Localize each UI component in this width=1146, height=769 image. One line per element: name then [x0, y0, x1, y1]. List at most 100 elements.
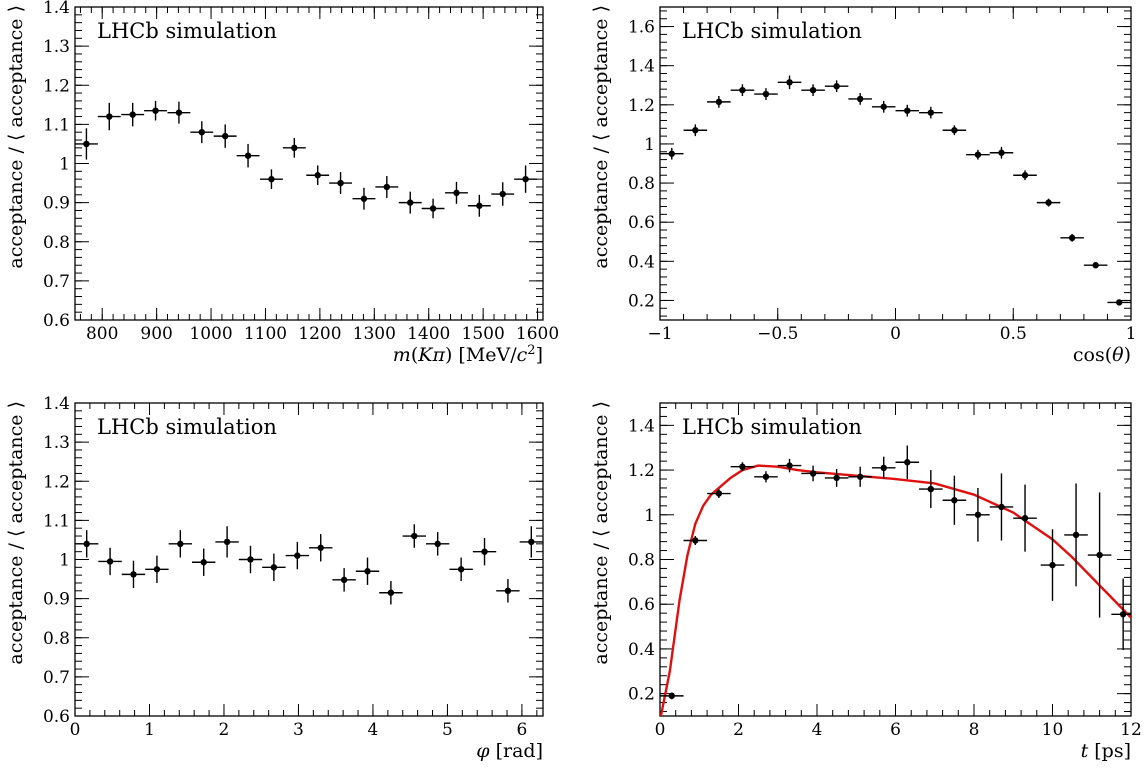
data-point — [683, 124, 708, 137]
y-tick-label: 1.2 — [43, 76, 70, 96]
x-tick-label: 3 — [293, 720, 304, 740]
data-marker — [1116, 299, 1123, 306]
plot-frame — [74, 402, 544, 717]
data-marker — [83, 140, 90, 148]
y-tick-label: 0.6 — [43, 311, 70, 331]
data-marker — [809, 86, 817, 94]
data-point — [707, 489, 731, 499]
data-point — [375, 176, 399, 198]
data-marker — [314, 172, 321, 179]
x-tick-label: 2 — [733, 720, 744, 740]
data-marker — [762, 90, 770, 98]
data-point — [848, 466, 872, 487]
data-marker — [739, 463, 746, 470]
data-marker — [481, 548, 488, 555]
data-point — [491, 182, 515, 206]
data-marker — [974, 151, 982, 158]
x-tick-label: 12 — [1120, 720, 1142, 740]
data-point — [75, 128, 98, 160]
data-marker — [904, 459, 911, 466]
data-marker — [291, 144, 298, 152]
y-tick-label: 0.9 — [43, 194, 70, 214]
data-marker — [270, 564, 278, 571]
data-marker — [200, 559, 207, 566]
data-point — [402, 524, 426, 548]
x-axis-title-part: θ — [1112, 344, 1124, 366]
x-axis-title: t [ps] — [1081, 740, 1131, 762]
x-axis-title-part: ( — [411, 344, 418, 366]
data-point — [989, 146, 1014, 159]
data-marker — [528, 538, 535, 546]
y-tick-label: 1 — [644, 506, 655, 526]
data-marker — [833, 83, 840, 90]
x-tick-label: −1 — [647, 324, 672, 344]
data-point — [777, 458, 802, 473]
data-marker — [522, 175, 529, 183]
data-marker — [833, 474, 840, 482]
x-tick-label: 6 — [517, 720, 528, 740]
y-tick-label: 0.4 — [628, 252, 655, 272]
data-point — [144, 100, 167, 121]
data-point — [966, 487, 990, 542]
y-tick-label: 0.8 — [628, 551, 655, 571]
data-point — [306, 165, 330, 186]
data-point — [1013, 170, 1037, 181]
data-marker — [739, 86, 746, 94]
data-point — [236, 143, 260, 168]
data-point — [824, 80, 849, 93]
x-tick-label: 1600 — [516, 324, 559, 344]
data-marker — [268, 175, 275, 183]
data-point — [1087, 492, 1112, 618]
x-tick-label: 0 — [890, 324, 901, 344]
x-tick-label: 4 — [368, 720, 379, 740]
data-point — [379, 581, 403, 605]
y-tick-label: 1 — [644, 135, 655, 155]
y-tick-label: 0.6 — [43, 707, 70, 727]
x-axis-title: m(Kπ) [MeV/c2] — [393, 343, 543, 367]
x-axis-title-part: cos( — [1073, 344, 1112, 366]
x-tick-label: 1200 — [298, 324, 341, 344]
y-tick-label: 0.9 — [43, 590, 70, 610]
data-point — [660, 692, 684, 700]
x-axis-title-part: ] — [536, 344, 543, 366]
x-tick-label: 0.5 — [1000, 324, 1027, 344]
chart-panel-3: 0 1 2 3 4 5 6 0.6 0.7 0.8 0.9 1 1.1 1.2 1.3 1.4 acceptan… — [5, 394, 544, 762]
x-tick-label: 1300 — [353, 324, 396, 344]
chart-panel-2: −1 −0.5 0 0.5 1 0.2 0.4 0.6 0.8 1 1.2 1.4 1.6 accepta… — [590, 5, 1136, 366]
data-point — [919, 106, 943, 119]
x-tick-label: 1 — [1126, 324, 1137, 344]
data-marker — [998, 503, 1005, 511]
data-marker — [337, 179, 344, 187]
data-marker — [294, 552, 301, 559]
data-marker — [152, 107, 159, 114]
y-tick-label: 1.4 — [43, 394, 70, 414]
data-marker — [130, 571, 137, 578]
y-tick-label: 0.8 — [628, 174, 655, 194]
y-tick-label: 1.1 — [43, 511, 70, 531]
plot-frame — [659, 6, 1132, 321]
data-point — [871, 100, 896, 113]
x-tick-label: 8 — [969, 720, 980, 740]
y-axis-title: acceptance / ⟨ acceptance ⟩ — [5, 5, 27, 269]
plot-frame — [74, 6, 544, 321]
data-marker — [880, 103, 887, 110]
x-tick-label: 0 — [70, 720, 81, 740]
y-tick-label: 1 — [59, 551, 70, 571]
data-point — [97, 102, 121, 131]
data-marker — [1072, 531, 1080, 539]
data-point — [1040, 529, 1065, 601]
data-marker — [429, 205, 437, 212]
x-tick-label: 10 — [1042, 720, 1064, 740]
data-marker — [198, 129, 205, 136]
data-marker — [1092, 262, 1099, 269]
data-point — [238, 545, 263, 574]
x-tick-label: 1400 — [407, 324, 450, 344]
x-axis-title-part: [rad] — [490, 740, 543, 762]
data-marker — [340, 576, 348, 584]
y-tick-label: 0.2 — [628, 291, 655, 311]
x-tick-label: 1 — [144, 720, 155, 740]
data-point — [309, 534, 333, 562]
x-tick-label: 0 — [655, 720, 666, 740]
x-tick-label: 900 — [140, 324, 172, 344]
data-point — [213, 124, 237, 148]
